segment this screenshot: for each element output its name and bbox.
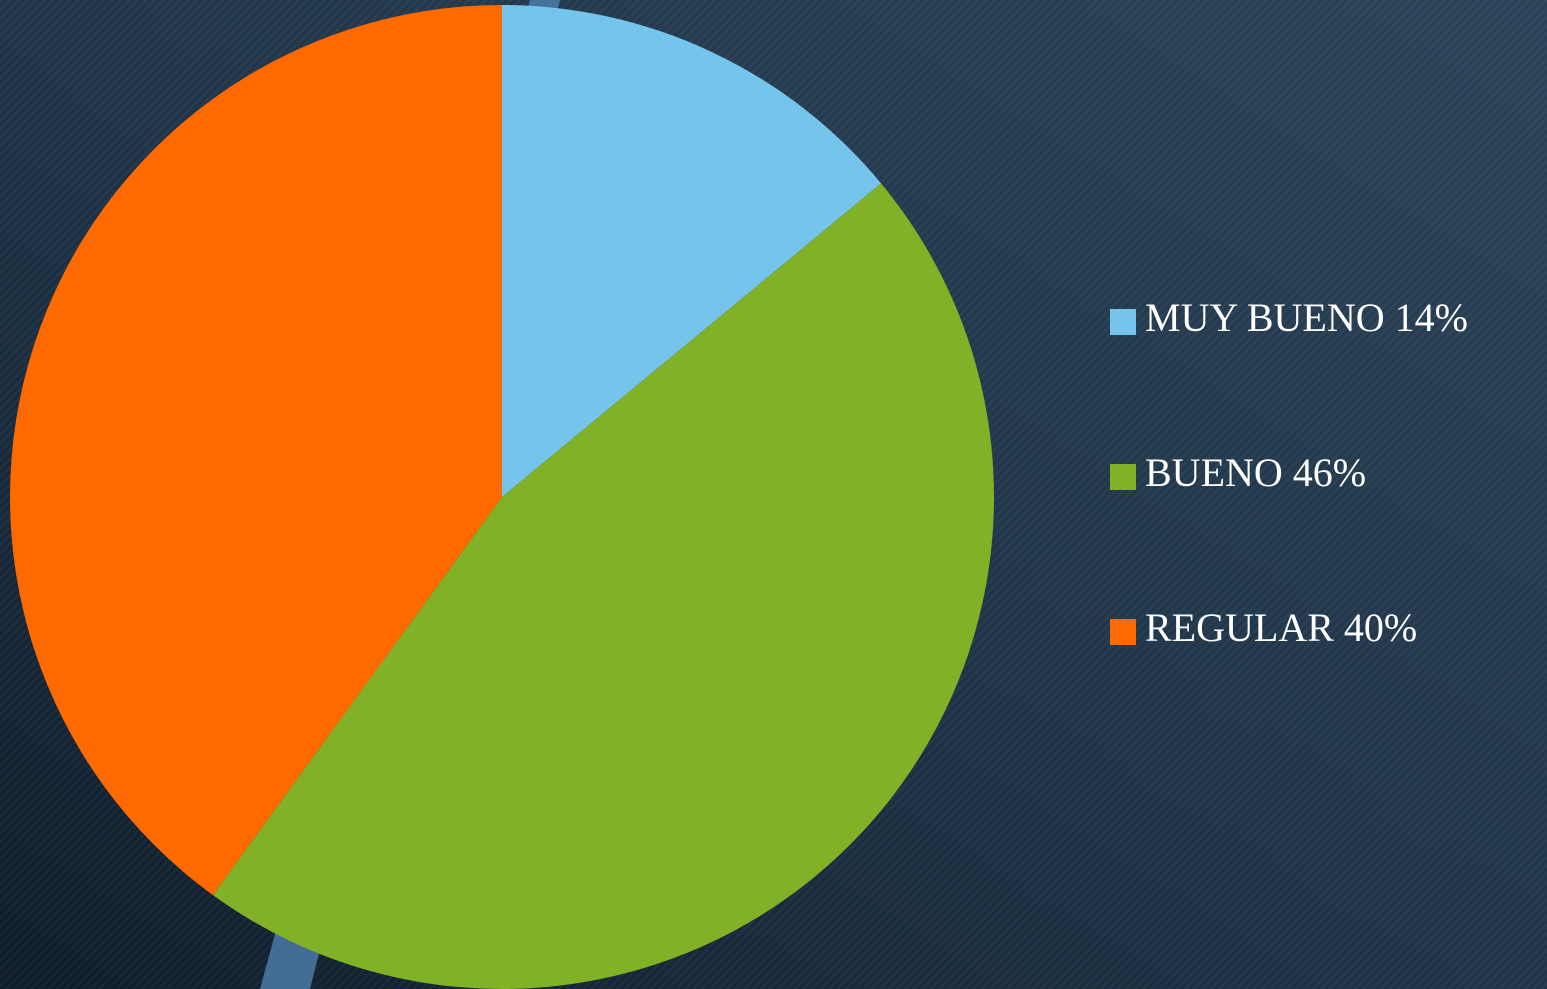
legend: MUY BUENO 14% BUENO 46% REGULAR 40% (1110, 295, 1468, 650)
legend-swatch (1110, 309, 1136, 335)
legend-label: REGULAR 40% (1145, 605, 1417, 650)
pie (10, 5, 994, 989)
legend-label: MUY BUENO 14% (1145, 295, 1468, 340)
pie-slice (502, 5, 882, 497)
legend-swatch (1110, 464, 1136, 490)
legend-swatch (1110, 619, 1136, 645)
legend-label: BUENO 46% (1145, 450, 1366, 495)
pie-slice (10, 5, 503, 896)
pie-slice (212, 183, 994, 989)
